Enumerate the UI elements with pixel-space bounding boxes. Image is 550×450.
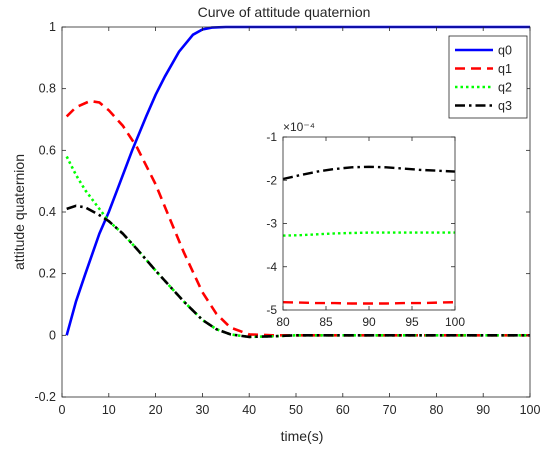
main-x-tick-label: 20 (149, 403, 163, 417)
inset-y-tick-label: -3 (266, 217, 277, 231)
inset-x-tick-label: 100 (445, 315, 465, 329)
main-y-tick-label: 0.6 (39, 143, 56, 157)
inset-x-tick-label: 85 (319, 315, 333, 329)
chart-title: Curve of attitude quaternion (198, 4, 371, 20)
main-y-tick-label: -0.2 (34, 390, 56, 404)
inset-series-2-line (282, 231, 455, 237)
main-series-q2-line (65, 155, 530, 339)
legend-label-q0: q0 (498, 44, 512, 58)
legend-label-q3: q3 (498, 99, 512, 113)
inset-series-3-line (282, 165, 456, 181)
main-series-q1-line (65, 99, 530, 337)
inset-y-tick-label: -4 (266, 260, 277, 274)
main-y-tick-label: 0.8 (39, 82, 56, 96)
main-x-tick-label: 10 (102, 403, 116, 417)
main-y-tick-label: 0 (49, 328, 56, 342)
main-y-tick-label: 1 (49, 20, 56, 34)
inset-x-tick-label: 95 (405, 315, 419, 329)
legend: q0 q1 q2 q3 (448, 35, 528, 119)
inset-y-tick-label: -1 (266, 130, 277, 144)
main-x-tick-label: 80 (429, 403, 443, 417)
inset-exponent-label: ×10⁻⁴ (283, 120, 315, 134)
main-x-tick-label: 70 (383, 403, 397, 417)
inset-y-tick-label: -2 (266, 173, 277, 187)
legend-label-q1: q1 (498, 62, 512, 76)
main-x-tick-label: 0 (59, 403, 66, 417)
inset-x-tick-label: 80 (276, 315, 290, 329)
main-x-tick-label: 30 (195, 403, 209, 417)
x-axis-label: time(s) (281, 428, 324, 444)
inset-plot: 80 85 90 95 100 -5 -4 -3 -2 -1 ×10⁻⁴ (266, 120, 465, 329)
inset-background (283, 137, 455, 310)
inset-x-tick-label: 90 (362, 315, 376, 329)
main-y-tick-label: 0.4 (39, 205, 56, 219)
main-x-tick-label: 90 (476, 403, 490, 417)
inset-y-tick-label: -5 (266, 303, 277, 317)
main-x-tick-label: 50 (289, 403, 303, 417)
main-x-tick-label: 100 (520, 403, 541, 417)
main-plot: 0 10 20 30 40 50 60 70 80 90 100-0.200.20.40.60.81 (34, 20, 540, 417)
legend-label-q2: q2 (498, 81, 512, 95)
inset-series-1-line (282, 301, 456, 305)
main-x-tick-label: 40 (242, 403, 256, 417)
main-series-q3-line (66, 204, 530, 339)
main-x-tick-label: 60 (336, 403, 350, 417)
y-axis-label: attitude quaternion (11, 154, 27, 270)
main-y-tick-label: 0.2 (39, 267, 56, 281)
